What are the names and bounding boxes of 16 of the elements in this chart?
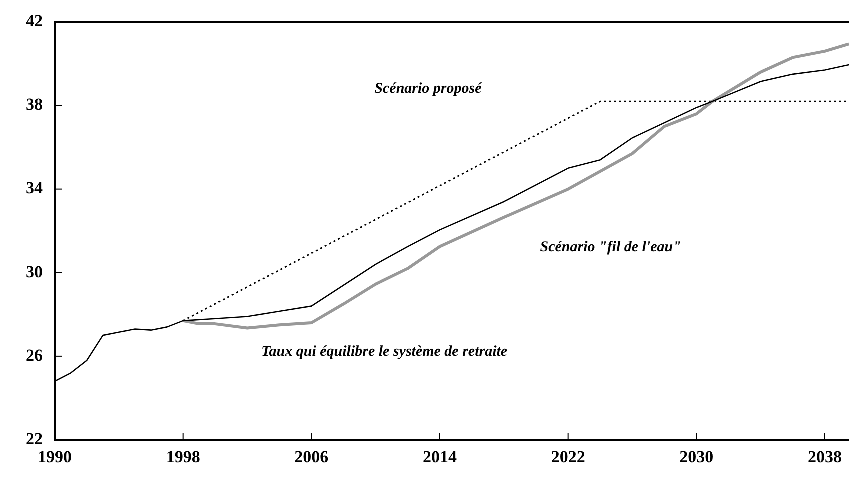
- y-tick-label: 30: [26, 262, 43, 282]
- annotation: Scénario proposé: [374, 80, 484, 97]
- x-tick-label: 1998: [166, 448, 200, 467]
- annotation: Scénario "fil de l'eau": [540, 240, 682, 256]
- x-tick-label: 1990: [38, 448, 72, 467]
- y-tick-label: 26: [26, 346, 43, 365]
- x-tick-label: 2030: [680, 448, 714, 467]
- y-tick-label: 34: [26, 178, 44, 198]
- annotation: Taux qui équilibre le système de retraite: [261, 344, 508, 360]
- y-tick-label: 38: [26, 95, 43, 114]
- x-tick-label: 2038: [808, 448, 842, 467]
- y-tick-label: 42: [26, 12, 43, 31]
- y-tick-label: 22: [26, 429, 43, 448]
- x-tick-label: 2006: [294, 448, 329, 467]
- x-tick-label: 2014: [423, 448, 458, 467]
- x-tick-label: 2022: [551, 448, 586, 467]
